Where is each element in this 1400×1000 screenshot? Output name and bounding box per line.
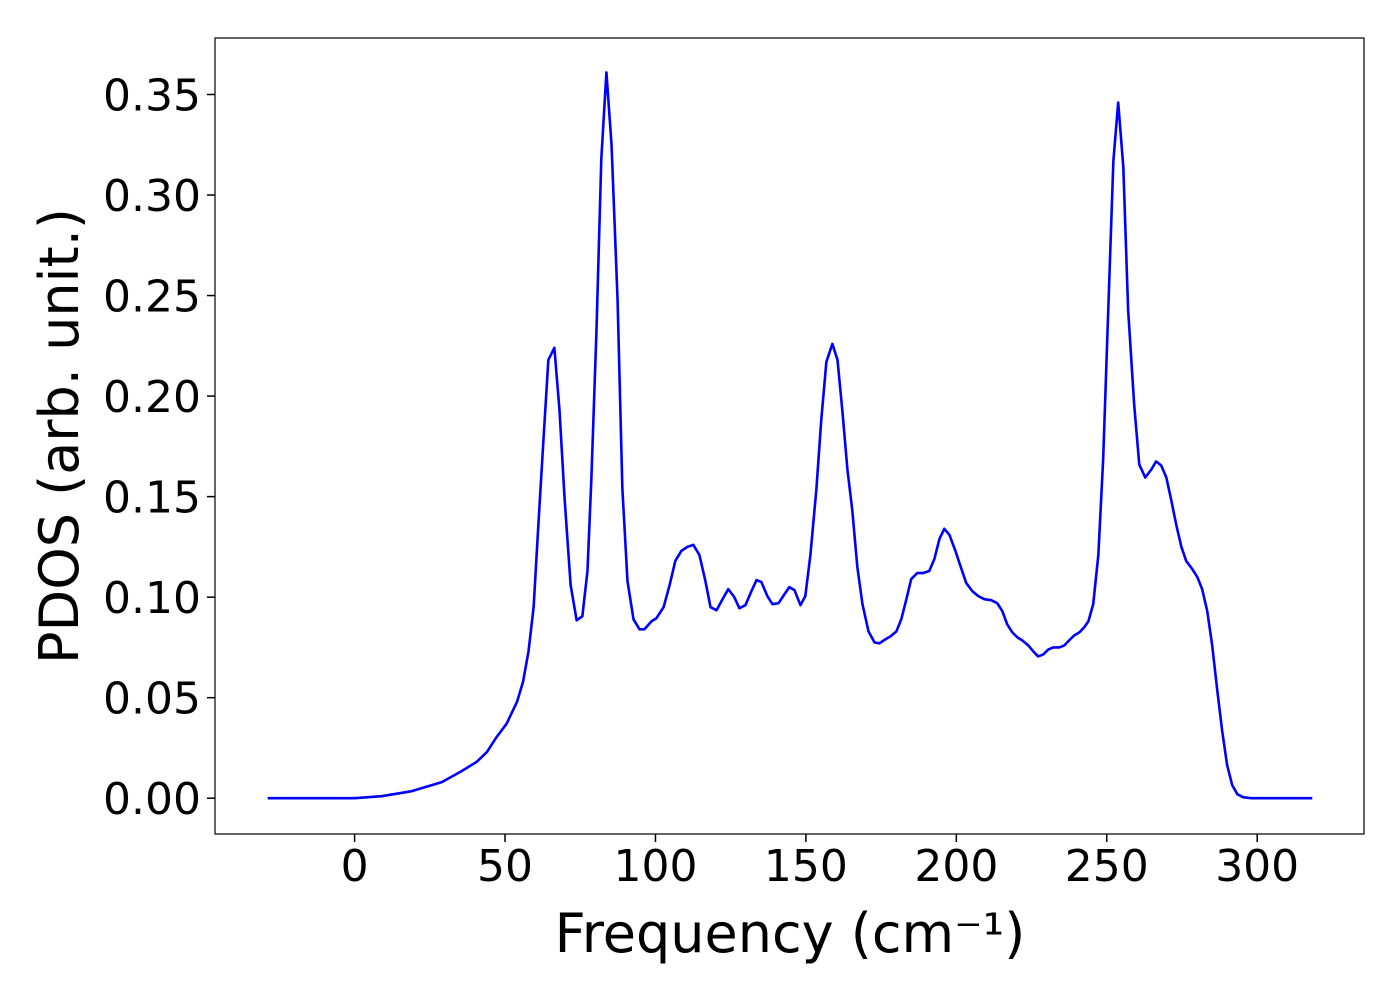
y-tick-label: 0.20: [103, 372, 201, 423]
data-line: [267, 71, 1313, 800]
x-tick-label: 50: [477, 841, 533, 892]
y-tick-label: 0.00: [103, 774, 201, 825]
x-tick-label: 250: [1065, 841, 1149, 892]
x-tick-label: 300: [1215, 841, 1299, 892]
y-axis-label: PDOS (arb. unit.): [28, 208, 91, 664]
x-tick-label: 150: [764, 841, 848, 892]
x-tick-label: 200: [914, 841, 998, 892]
y-tick-label: 0.35: [103, 70, 201, 121]
y-tick-label: 0.15: [103, 473, 201, 524]
plot-frame: [214, 37, 1365, 835]
x-tick-label: 0: [341, 841, 369, 892]
y-tick-label: 0.05: [103, 674, 201, 725]
y-tick-label: 0.30: [103, 171, 201, 222]
y-tick-label: 0.25: [103, 272, 201, 323]
y-tick-label: 0.10: [103, 573, 201, 624]
x-tick-label: 100: [613, 841, 697, 892]
x-axis-label: Frequency (cm⁻¹): [555, 902, 1026, 965]
